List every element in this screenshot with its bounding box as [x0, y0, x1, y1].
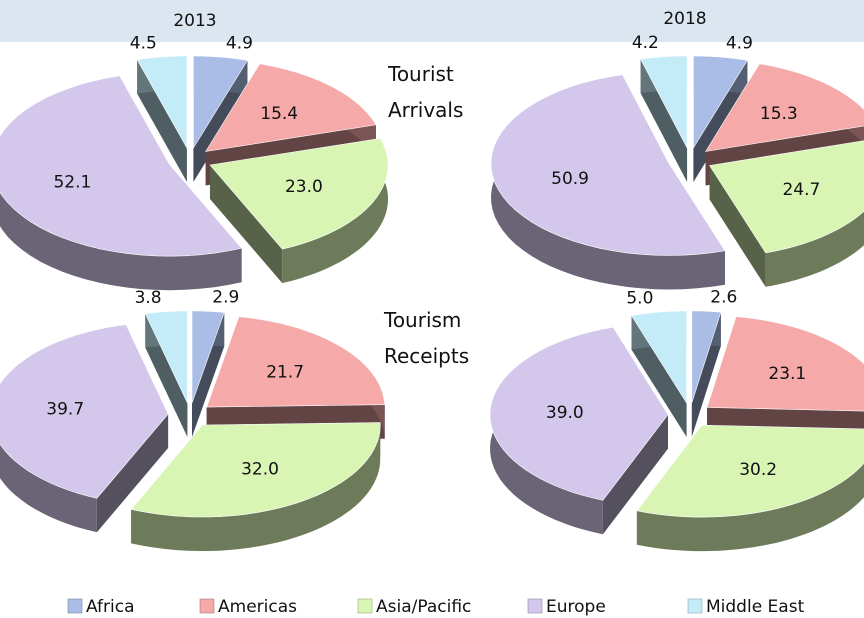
- legend-swatch: [687, 598, 703, 614]
- legend-swatch: [357, 598, 373, 614]
- column-header: 2018: [663, 9, 706, 29]
- pie-slice: [136, 55, 188, 150]
- legend-label: Americas: [218, 597, 297, 617]
- pie-slice: [705, 63, 864, 152]
- pie-slice: [209, 138, 389, 250]
- pie-slice: [0, 75, 243, 257]
- row-label: Tourism Receipts: [384, 308, 470, 368]
- data-label: 4.5: [130, 33, 157, 53]
- data-label: 4.9: [226, 33, 253, 53]
- pie-slice: [693, 55, 748, 150]
- slice-wall: [96, 414, 169, 533]
- pie-slice: [489, 326, 669, 501]
- data-label: 30.2: [739, 460, 777, 480]
- slice-side: [765, 211, 864, 287]
- slice-side: [0, 75, 242, 291]
- legend-label: Europe: [546, 597, 606, 617]
- data-label: 3.8: [135, 288, 162, 308]
- slice-side: [636, 463, 864, 552]
- data-label: 4.2: [632, 33, 659, 53]
- slice-side: [282, 138, 388, 284]
- legend-swatch: [527, 598, 543, 614]
- data-label: 5.0: [626, 289, 653, 309]
- legend-swatch: [199, 598, 215, 614]
- pie-slice: [490, 74, 726, 256]
- legend-label: Asia/Pacific: [376, 597, 471, 617]
- data-label: 24.7: [782, 180, 820, 200]
- data-label: 52.1: [53, 172, 91, 192]
- legend-label: Africa: [86, 597, 135, 617]
- column-header: 2013: [173, 11, 216, 31]
- legend-swatch: [67, 598, 83, 614]
- pie-slice: [205, 63, 377, 152]
- data-label: 15.3: [760, 104, 798, 124]
- pie-slice: [631, 310, 687, 405]
- pie-slice: [206, 316, 386, 408]
- pie-slice: [144, 310, 188, 404]
- data-label: 32.0: [241, 459, 279, 479]
- pie-slice: [191, 310, 225, 404]
- slice-wall: [709, 165, 766, 287]
- pie-slice: [640, 55, 688, 149]
- data-label: 4.9: [726, 33, 753, 53]
- data-label: 50.9: [551, 169, 589, 189]
- pie-slice: [0, 324, 169, 499]
- pie-slice: [706, 316, 864, 412]
- slice-wall: [602, 414, 668, 535]
- data-label: 23.1: [768, 364, 806, 384]
- data-label: 39.0: [546, 403, 584, 423]
- pie-slice: [691, 310, 722, 403]
- data-label: 2.6: [710, 287, 737, 307]
- pie-slice: [193, 55, 248, 150]
- data-label: 21.7: [266, 362, 304, 382]
- data-label: 15.4: [260, 104, 298, 124]
- data-label: 2.9: [212, 288, 239, 308]
- pie-slice: [636, 424, 864, 518]
- pie-slice: [130, 422, 381, 518]
- row-label: Tourist Arrivals: [388, 62, 464, 122]
- slice-wall: [210, 165, 283, 284]
- pie-slice: [709, 140, 864, 254]
- legend-label: Middle East: [706, 597, 805, 617]
- data-label: 39.7: [46, 399, 84, 419]
- slice-side: [131, 422, 381, 551]
- data-label: 23.0: [285, 177, 323, 197]
- header-band: [0, 0, 864, 42]
